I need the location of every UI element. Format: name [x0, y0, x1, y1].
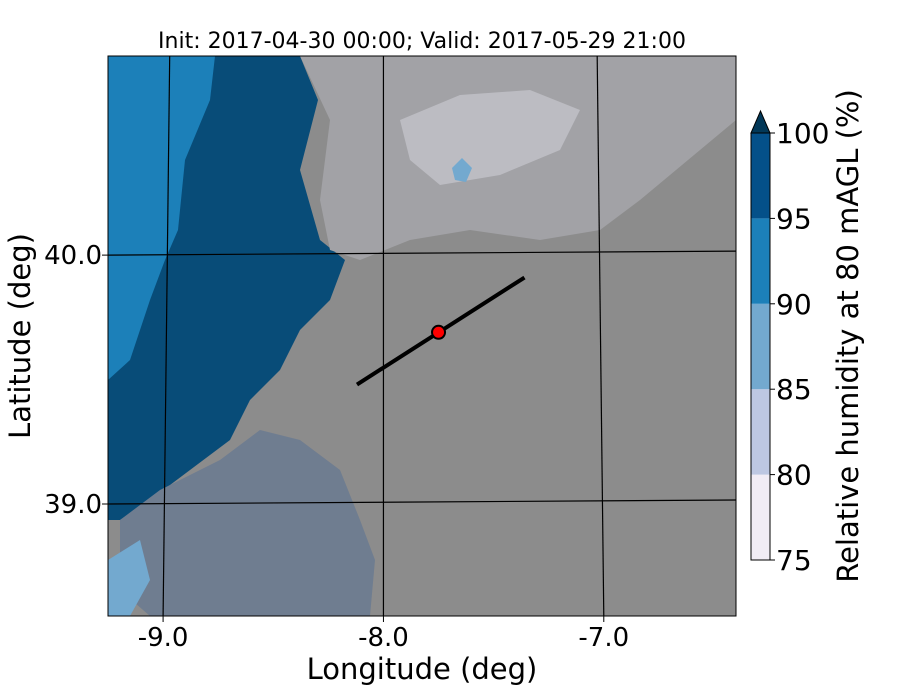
parallel-line: [108, 250, 736, 256]
x-axis-ticks: -9.0 -8.0 -7.0: [138, 616, 629, 653]
map-area: [108, 56, 736, 616]
colorbar-frame: [750, 132, 771, 561]
chart-title: Init: 2017-04-30 00:00; Valid: 2017-05-2…: [158, 29, 686, 54]
humid-spot: [452, 158, 472, 182]
colorbar-tick-label: 90: [776, 288, 812, 321]
colorbar-segment: [751, 474, 770, 560]
x-tick-label: -7.0: [578, 623, 629, 653]
colorbar-segment: [751, 133, 770, 219]
y-axis-ticks: 39.0 40.0: [44, 241, 108, 520]
colorbar-tick-label: 100: [776, 117, 829, 150]
graticule: [108, 56, 736, 616]
x-tick-label: -8.0: [358, 623, 409, 653]
colorbar-segment: [751, 389, 770, 475]
x-tick-label: -9.0: [138, 623, 189, 653]
colorbar: 75 80 85 90 95 100: [750, 109, 829, 577]
meridian-line: [596, 56, 605, 616]
colorbar-tick-label: 80: [776, 459, 812, 492]
colorbar-extend-arrow: [750, 109, 771, 134]
y-axis-label: Latitude (deg): [3, 233, 37, 439]
meridian-line: [162, 56, 171, 616]
map-frame: [107, 55, 737, 617]
x-axis-label: Longitude (deg): [307, 652, 538, 686]
humid-strip-south: [108, 540, 150, 616]
colorbar-tick-label: 85: [776, 373, 812, 406]
colorbar-tick-label: 95: [776, 202, 812, 235]
parallel-line: [108, 499, 736, 505]
dry-region-palest: [400, 90, 580, 185]
y-tick-label: 40.0: [44, 241, 102, 271]
humid-region-coastal: [108, 56, 215, 380]
location-marker: [431, 324, 447, 340]
colorbar-tick-label: 75: [776, 544, 812, 577]
humid-region-transition: [120, 430, 375, 616]
y-tick-label: 39.0: [44, 490, 102, 520]
colorbar-label: Relative humidity at 80 mAGL (%): [831, 89, 865, 583]
colorbar-segment: [751, 303, 770, 390]
colorbar-segment: [751, 218, 770, 304]
